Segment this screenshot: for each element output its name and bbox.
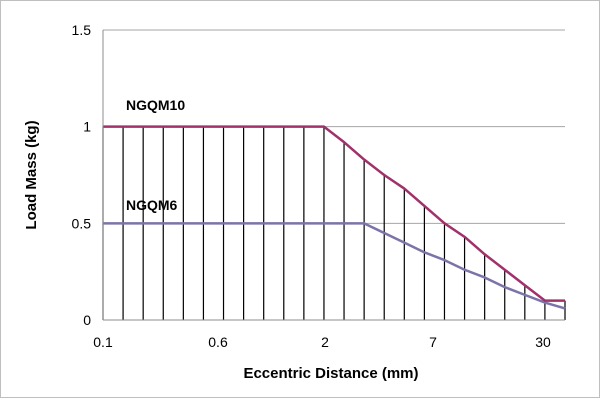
text-layer: NGQM10 NGQM6 0 0.5 1 1.5 0.1 0.6 2 7 30 (72, 22, 551, 350)
series-line-ngqm10 (103, 125, 565, 302)
series-layer (103, 125, 566, 310)
x-tick-label-4: 30 (535, 334, 551, 350)
series-line-ngqm6 (103, 222, 566, 310)
y-tick-label-1: 0.5 (72, 215, 92, 231)
x-tick-label-0: 0.1 (93, 334, 113, 350)
x-tick-label-3: 7 (429, 334, 437, 350)
series-label-ngqm6: NGQM6 (126, 197, 178, 213)
x-tick-label-1: 0.6 (208, 334, 228, 350)
y-tick-label-2: 1 (83, 119, 91, 135)
x-axis-title: Eccentric Distance (mm) (243, 365, 418, 382)
axis-layer (102, 30, 565, 321)
x-tick-label-2: 2 (321, 334, 329, 350)
y-tick-label-3: 1.5 (72, 22, 92, 38)
y-tick-label-0: 0 (83, 312, 91, 328)
series-label-ngqm10: NGQM10 (126, 97, 185, 113)
y-axis-title: Load Mass (kg) (23, 120, 40, 229)
